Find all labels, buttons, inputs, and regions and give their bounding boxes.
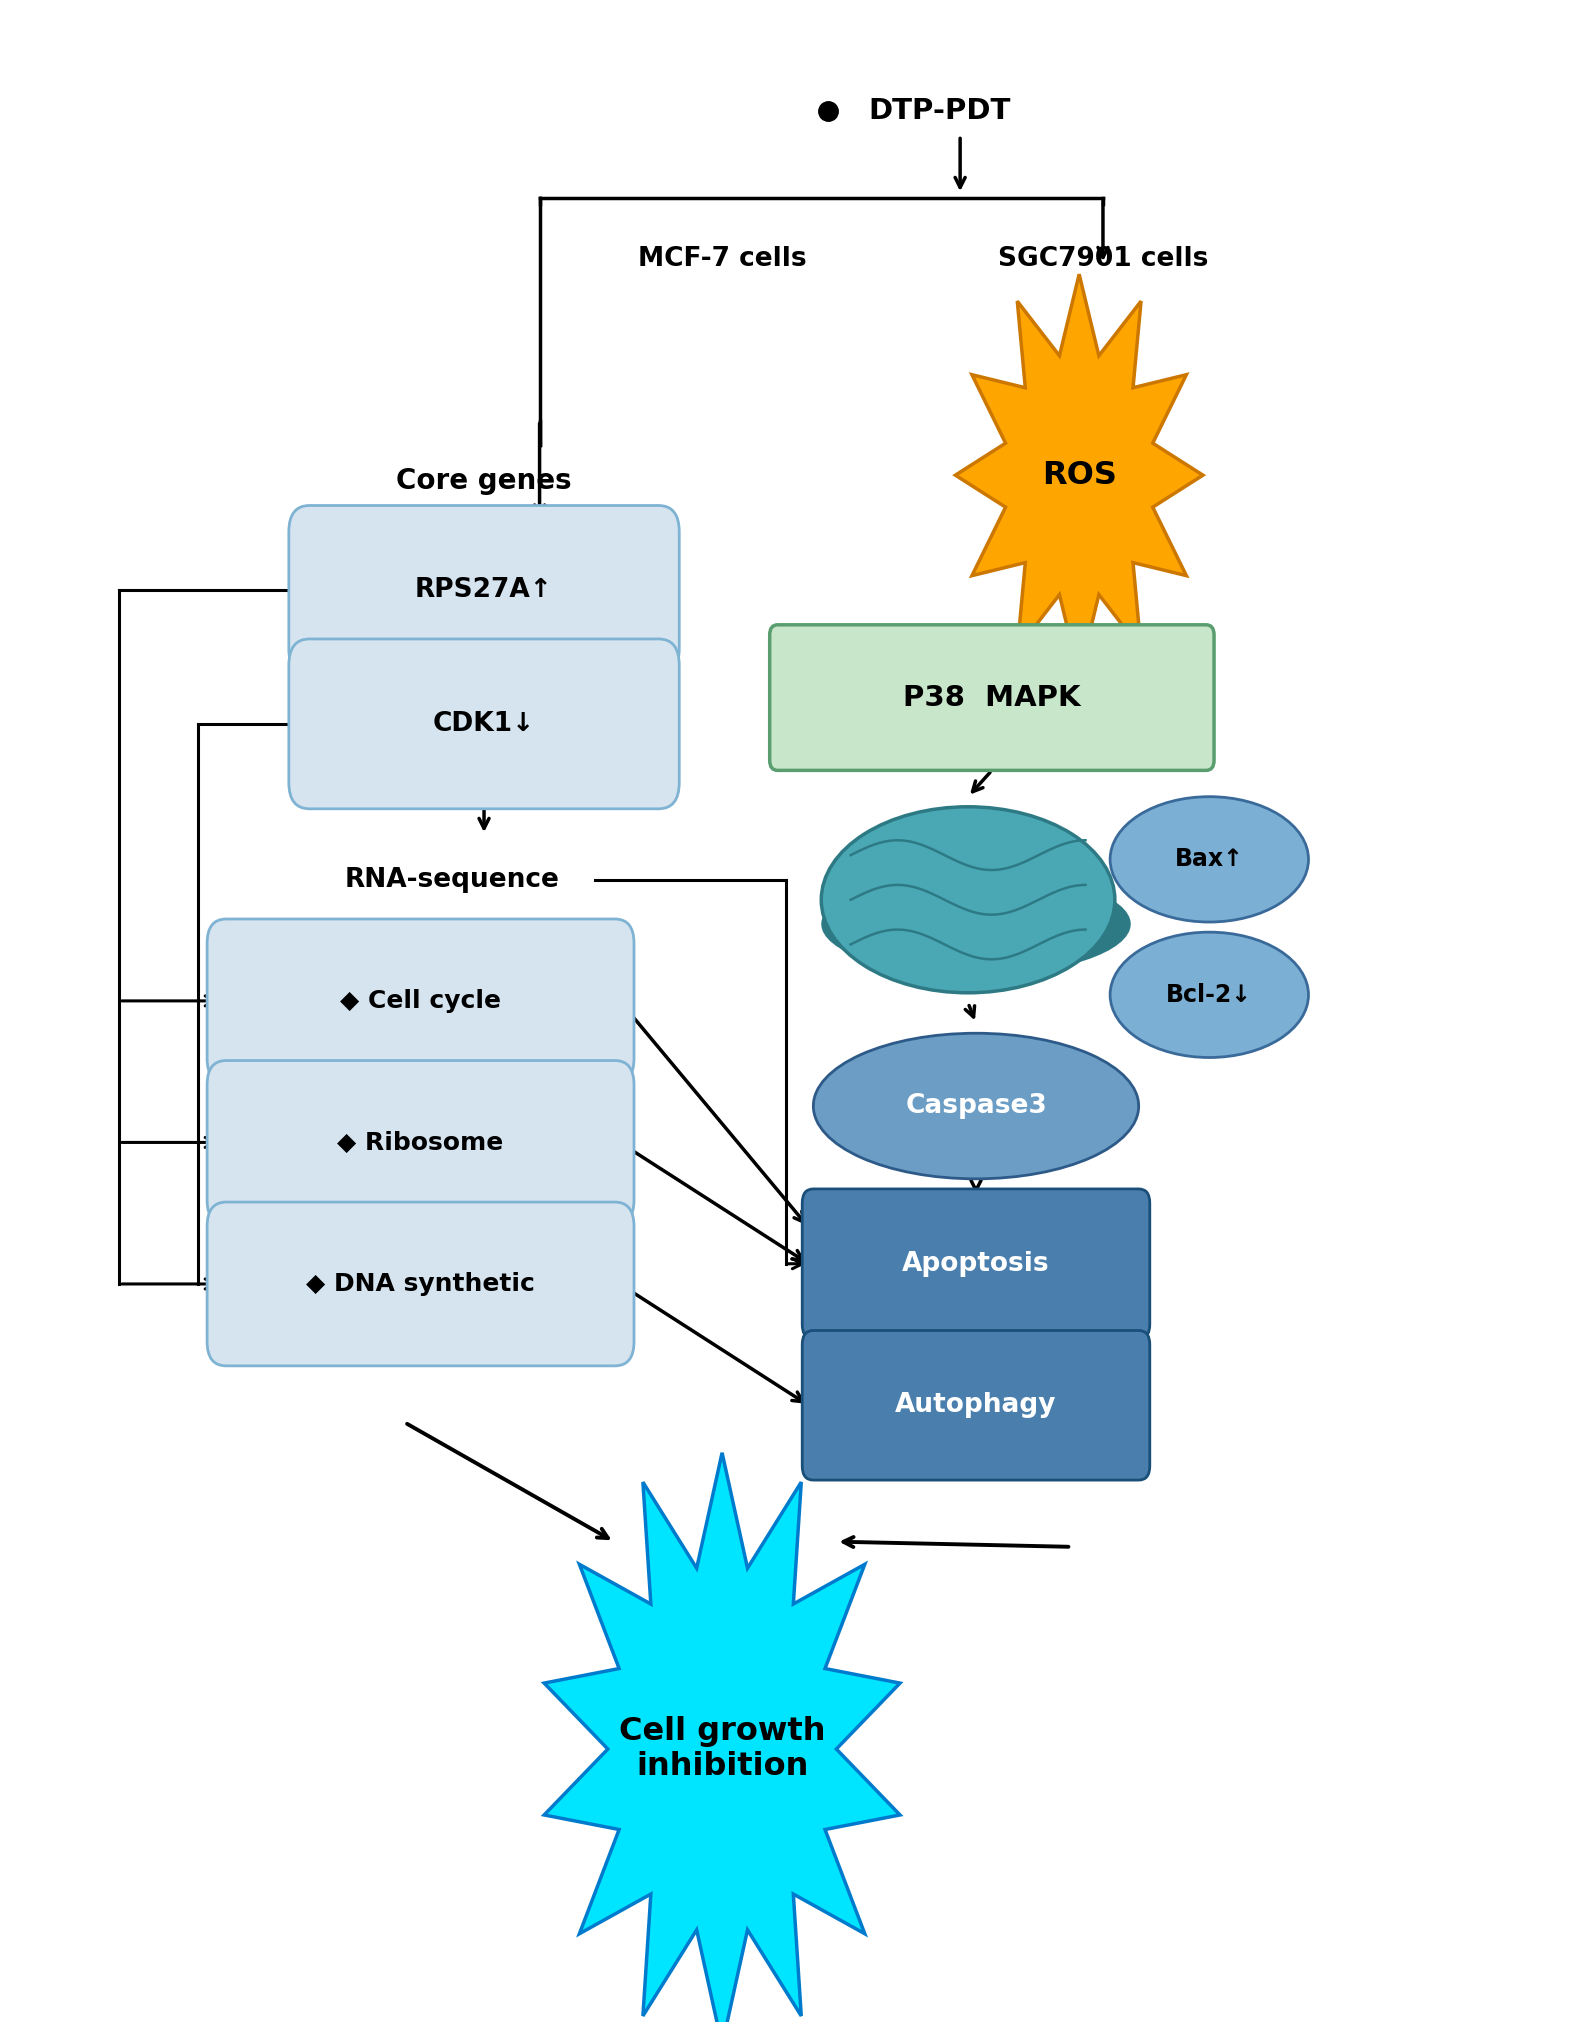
Text: Cell growth
inhibition: Cell growth inhibition <box>619 1715 825 1783</box>
Polygon shape <box>544 1452 900 2022</box>
Text: ◆ DNA synthetic: ◆ DNA synthetic <box>306 1272 535 1296</box>
FancyBboxPatch shape <box>206 918 635 1084</box>
Ellipse shape <box>822 807 1114 993</box>
Text: Autophagy: Autophagy <box>895 1393 1057 1417</box>
FancyBboxPatch shape <box>801 1330 1149 1480</box>
Ellipse shape <box>1109 932 1309 1058</box>
Text: DTP-PDT: DTP-PDT <box>868 97 1011 125</box>
Text: CDK1↓: CDK1↓ <box>433 712 535 736</box>
FancyBboxPatch shape <box>289 506 679 675</box>
Text: Bcl-2↓: Bcl-2↓ <box>1166 983 1252 1007</box>
FancyBboxPatch shape <box>770 625 1214 770</box>
Text: ◆ Ribosome: ◆ Ribosome <box>338 1130 503 1155</box>
FancyBboxPatch shape <box>206 1060 635 1225</box>
Text: RNA-sequence: RNA-sequence <box>344 867 560 892</box>
FancyBboxPatch shape <box>801 1189 1149 1339</box>
Text: ◆ Cell cycle: ◆ Cell cycle <box>340 989 501 1013</box>
Polygon shape <box>955 275 1203 675</box>
Ellipse shape <box>1109 797 1309 922</box>
Text: Core genes: Core genes <box>397 467 571 495</box>
Text: Apoptosis: Apoptosis <box>901 1252 1051 1276</box>
Text: Caspase3: Caspase3 <box>905 1094 1047 1118</box>
FancyBboxPatch shape <box>206 1201 635 1367</box>
Ellipse shape <box>813 1033 1138 1179</box>
Text: P38  MAPK: P38 MAPK <box>903 683 1081 712</box>
Ellipse shape <box>822 874 1130 975</box>
FancyBboxPatch shape <box>289 639 679 809</box>
Text: Bax↑: Bax↑ <box>1174 847 1244 871</box>
Text: MCF-7 cells: MCF-7 cells <box>638 247 806 271</box>
Text: SGC7901 cells: SGC7901 cells <box>998 247 1208 271</box>
Text: RPS27A↑: RPS27A↑ <box>416 578 552 603</box>
Text: ROS: ROS <box>1041 459 1117 491</box>
